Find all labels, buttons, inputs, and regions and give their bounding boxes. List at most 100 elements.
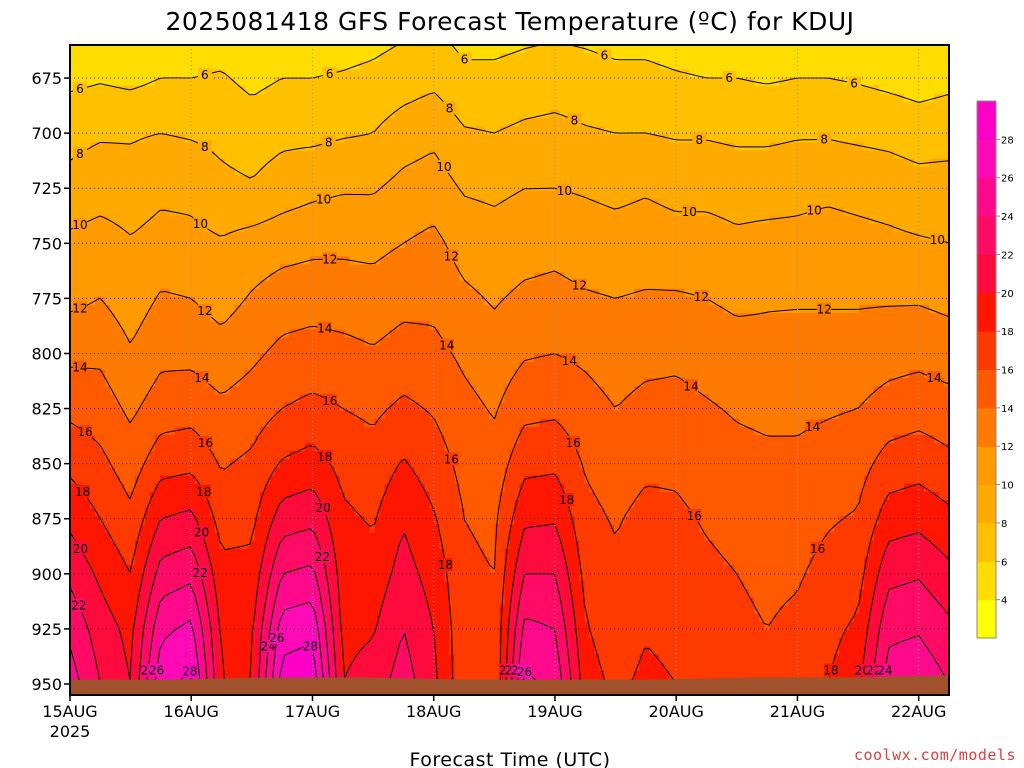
heat-cell: [164, 500, 171, 509]
heat-cell: [209, 597, 216, 607]
heat-cell: [134, 378, 141, 387]
heat-cell: [299, 183, 306, 192]
heat-cell: [334, 451, 341, 460]
heat-cell: [124, 101, 131, 111]
heat-cell: [209, 491, 216, 501]
heat-cell: [279, 166, 286, 176]
heat-cell: [259, 313, 266, 322]
heat-cell: [309, 435, 316, 444]
heat-cell: [179, 491, 186, 501]
heat-cell: [329, 207, 336, 217]
heat-cell: [369, 475, 376, 485]
heat-cell: [284, 508, 291, 517]
heat-cell: [244, 321, 251, 330]
heat-cell: [269, 142, 276, 152]
heat-cell: [359, 435, 366, 444]
heat-cell: [344, 467, 351, 477]
heat-cell: [94, 280, 101, 290]
heat-cell: [219, 426, 226, 436]
heat-cell: [89, 240, 96, 249]
heat-cell: [149, 394, 156, 404]
heat-cell: [239, 418, 246, 428]
heat-cell: [209, 451, 216, 460]
heat-cell: [294, 443, 301, 452]
heat-cell: [369, 418, 376, 428]
heat-cell: [369, 573, 376, 582]
heat-cell: [279, 500, 286, 509]
heat-cell: [84, 264, 91, 274]
heat-cell: [349, 150, 356, 160]
heat-cell: [314, 85, 321, 95]
heat-cell: [224, 329, 231, 339]
heat-cell: [139, 508, 146, 517]
heat-cell: [264, 630, 271, 639]
heat-cell: [129, 134, 136, 144]
heat-cell: [259, 670, 266, 680]
heat-cell: [214, 199, 221, 209]
heat-cell: [189, 134, 196, 144]
heat-cell: [269, 386, 276, 395]
heat-cell: [329, 589, 336, 599]
heat-cell: [299, 443, 306, 452]
heat-cell: [374, 45, 381, 54]
heat-cell: [189, 402, 196, 412]
heat-cell: [224, 646, 231, 655]
heat-cell: [99, 581, 106, 590]
heat-cell: [294, 337, 301, 347]
heat-cell: [84, 191, 91, 200]
heat-cell: [349, 313, 356, 322]
heat-cell: [169, 199, 176, 209]
heat-cell: [70, 53, 76, 62]
heat-cell: [254, 475, 261, 485]
heat-cell: [324, 183, 331, 192]
heat-cell: [284, 126, 291, 135]
heat-cell: [159, 630, 166, 639]
heat-cell: [249, 654, 256, 664]
heat-cell: [374, 386, 381, 395]
heat-cell: [234, 207, 241, 217]
heat-cell: [139, 207, 146, 217]
heat-cell: [349, 175, 356, 184]
heat-cell: [294, 329, 301, 339]
heat-cell: [169, 646, 176, 655]
heat-cell: [74, 556, 81, 566]
heat-cell: [79, 337, 86, 347]
heat-cell: [114, 630, 121, 639]
heat-cell: [289, 45, 296, 54]
heat-cell: [259, 231, 266, 241]
heat-cell: [354, 361, 361, 371]
heat-cell: [224, 199, 231, 209]
heat-cell: [129, 110, 136, 119]
heat-cell: [344, 77, 351, 87]
heat-cell: [224, 630, 231, 639]
heat-cell: [104, 630, 111, 639]
heat-cell: [369, 435, 376, 444]
heat-cell: [254, 158, 261, 168]
heat-cell: [234, 126, 241, 135]
heat-cell: [139, 150, 146, 160]
heat-cell: [159, 418, 166, 428]
heat-cell: [204, 386, 211, 395]
heat-cell: [74, 207, 81, 217]
heat-cell: [239, 256, 246, 265]
heat-cell: [119, 508, 126, 517]
heat-cell: [214, 386, 221, 395]
heat-cell: [339, 426, 346, 436]
heat-cell: [229, 581, 236, 590]
heat-cell: [229, 93, 236, 103]
heat-cell: [334, 581, 341, 590]
heat-cell: [149, 532, 156, 542]
heat-cell: [214, 77, 221, 87]
heat-cell: [294, 223, 301, 233]
heat-cell: [139, 199, 146, 209]
heat-cell: [274, 191, 281, 200]
heat-cell: [109, 321, 116, 330]
heat-cell: [289, 199, 296, 209]
heat-cell: [324, 158, 331, 168]
heat-cell: [249, 361, 256, 371]
heat-cell: [104, 199, 111, 209]
heat-cell: [354, 288, 361, 298]
heat-cell: [254, 394, 261, 404]
heat-cell: [194, 77, 201, 87]
heat-cell: [79, 613, 86, 623]
